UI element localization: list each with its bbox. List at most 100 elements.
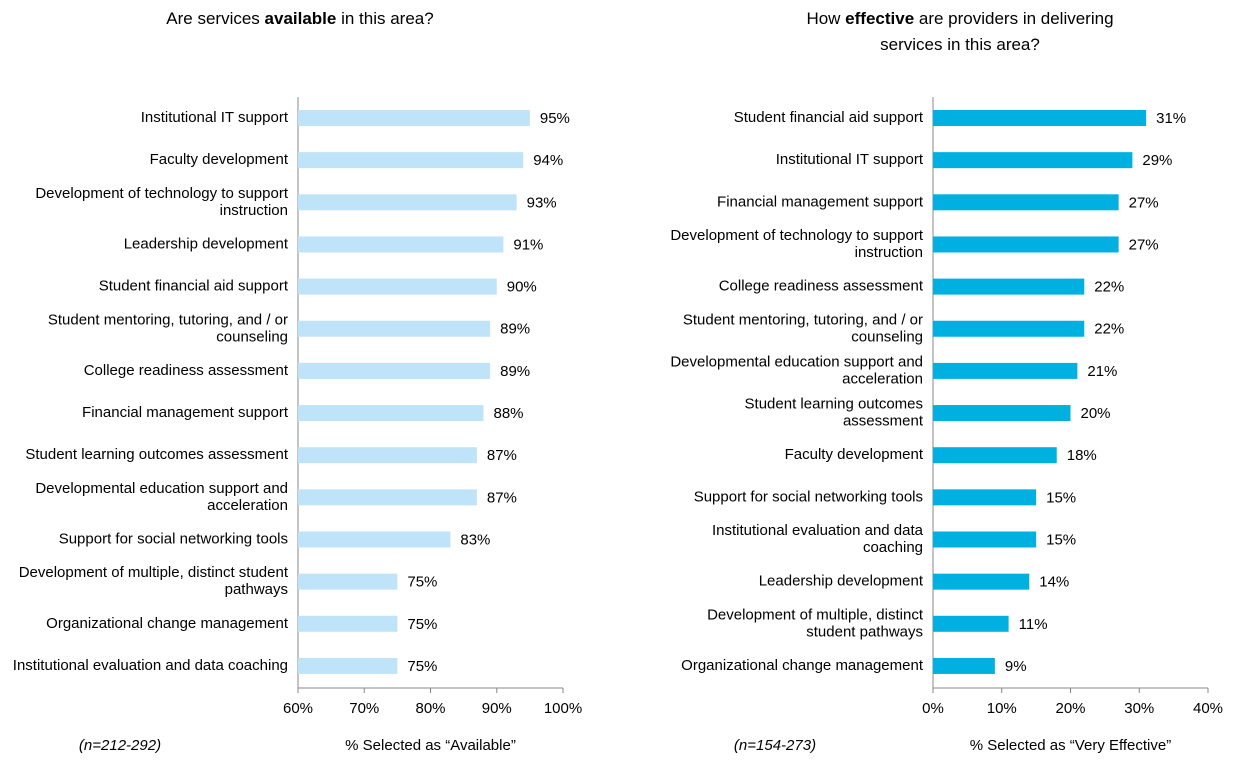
value-label: 15% bbox=[1046, 531, 1076, 548]
bar bbox=[933, 110, 1147, 126]
title-part: are providers in delivering bbox=[914, 9, 1113, 28]
value-label: 29% bbox=[1142, 152, 1172, 169]
value-label: 31% bbox=[1156, 110, 1186, 127]
x-tick-label: 70% bbox=[349, 700, 379, 717]
category-label: Developmental education support and accel… bbox=[670, 353, 923, 387]
bar bbox=[933, 573, 1030, 590]
value-label: 75% bbox=[407, 574, 437, 591]
value-label: 75% bbox=[407, 616, 437, 633]
value-label: 14% bbox=[1039, 574, 1069, 591]
category-label: Student financial aid support bbox=[734, 109, 924, 126]
x-axis-label: % Selected as “Available” bbox=[345, 737, 516, 754]
x-tick-label: 10% bbox=[987, 700, 1017, 717]
category-label: Leadership development bbox=[759, 573, 924, 590]
value-label: 89% bbox=[500, 363, 530, 380]
bar bbox=[933, 531, 1037, 548]
x-tick-label: 0% bbox=[922, 700, 944, 717]
x-tick-label: 20% bbox=[1055, 700, 1085, 717]
category-label: Institutional evaluation and data coachin… bbox=[712, 522, 924, 556]
sample-note: (n=212-292) bbox=[79, 737, 161, 754]
category-label: College readiness assessment bbox=[84, 362, 289, 379]
bar bbox=[298, 489, 477, 506]
category-label: Organizational change management bbox=[681, 657, 924, 674]
value-label: 22% bbox=[1094, 279, 1124, 296]
category-label: Student mentoring, tutoring, and / or cou… bbox=[683, 311, 923, 345]
title-part: services in this area? bbox=[880, 35, 1040, 54]
title-part: effective bbox=[845, 9, 914, 28]
value-label: 93% bbox=[527, 194, 557, 211]
category-label: Institutional IT support bbox=[776, 151, 924, 168]
bar bbox=[933, 194, 1119, 211]
x-tick-label: 90% bbox=[482, 700, 512, 717]
value-label: 20% bbox=[1081, 405, 1111, 422]
value-label: 89% bbox=[500, 321, 530, 338]
category-label: Financial management support bbox=[717, 193, 924, 210]
category-label: Organizational change management bbox=[46, 615, 289, 632]
category-label: Leadership development bbox=[124, 235, 289, 252]
category-label: Support for social networking tools bbox=[694, 488, 923, 505]
x-tick-label: 60% bbox=[283, 700, 313, 717]
value-label: 22% bbox=[1094, 321, 1124, 338]
bar bbox=[933, 236, 1119, 253]
bar bbox=[298, 531, 451, 548]
chart-title: Are services available in this area? bbox=[166, 9, 433, 28]
bar bbox=[933, 657, 995, 674]
bar bbox=[933, 278, 1085, 295]
category-label: College readiness assessment bbox=[719, 278, 924, 295]
bar bbox=[933, 405, 1071, 422]
category-label: Faculty development bbox=[785, 446, 924, 463]
value-label: 91% bbox=[513, 236, 543, 253]
sample-note: (n=154-273) bbox=[734, 737, 816, 754]
title-part: Are services bbox=[166, 9, 264, 28]
value-label: 15% bbox=[1046, 489, 1076, 506]
bar bbox=[933, 447, 1057, 464]
bar bbox=[298, 405, 484, 422]
bar bbox=[298, 320, 491, 337]
bar bbox=[298, 657, 398, 674]
category-label: Support for social networking tools bbox=[59, 530, 288, 547]
category-label: Institutional IT support bbox=[141, 109, 289, 126]
bar bbox=[298, 362, 491, 379]
value-label: 90% bbox=[507, 279, 537, 296]
category-label: Development of multiple, distinct student… bbox=[707, 606, 924, 640]
chart-title: How effective are providers in deliverin… bbox=[806, 9, 1113, 54]
value-label: 87% bbox=[487, 447, 517, 464]
value-label: 83% bbox=[460, 531, 490, 548]
bar bbox=[933, 489, 1037, 506]
value-label: 27% bbox=[1129, 194, 1159, 211]
bar bbox=[298, 110, 530, 126]
title-part: area? bbox=[386, 9, 434, 28]
bar bbox=[933, 615, 1009, 632]
category-label: Institutional evaluation and data coachi… bbox=[13, 657, 288, 674]
value-label: 18% bbox=[1067, 447, 1097, 464]
category-label: Development of technology to support inst… bbox=[35, 185, 288, 219]
category-label: Student financial aid support bbox=[99, 278, 289, 295]
x-tick-label: 80% bbox=[415, 700, 445, 717]
category-label: Faculty development bbox=[150, 151, 289, 168]
category-label: Development of multiple, distinct studen… bbox=[19, 564, 289, 598]
category-label: Financial management support bbox=[82, 404, 289, 421]
category-label: Student learning outcomes assessment bbox=[745, 396, 924, 430]
value-label: 27% bbox=[1129, 236, 1159, 253]
value-label: 11% bbox=[1019, 616, 1048, 633]
title-part: How bbox=[806, 9, 845, 28]
bar bbox=[933, 152, 1133, 169]
bar bbox=[298, 573, 398, 590]
value-label: 95% bbox=[540, 110, 570, 127]
bar bbox=[298, 152, 524, 169]
value-label: 9% bbox=[1005, 658, 1027, 675]
x-tick-label: 40% bbox=[1193, 700, 1223, 717]
category-label: Development of technology to support inst… bbox=[670, 227, 923, 261]
bar bbox=[298, 194, 517, 211]
title-part: available bbox=[265, 9, 337, 28]
value-label: 87% bbox=[487, 489, 517, 506]
value-label: 75% bbox=[407, 658, 437, 675]
bar bbox=[298, 447, 477, 464]
value-label: 88% bbox=[494, 405, 524, 422]
bar bbox=[298, 615, 398, 632]
bar bbox=[933, 362, 1078, 379]
category-label: Student mentoring, tutoring, and / or cou… bbox=[48, 311, 288, 345]
value-label: 94% bbox=[533, 152, 563, 169]
bar bbox=[298, 236, 504, 253]
